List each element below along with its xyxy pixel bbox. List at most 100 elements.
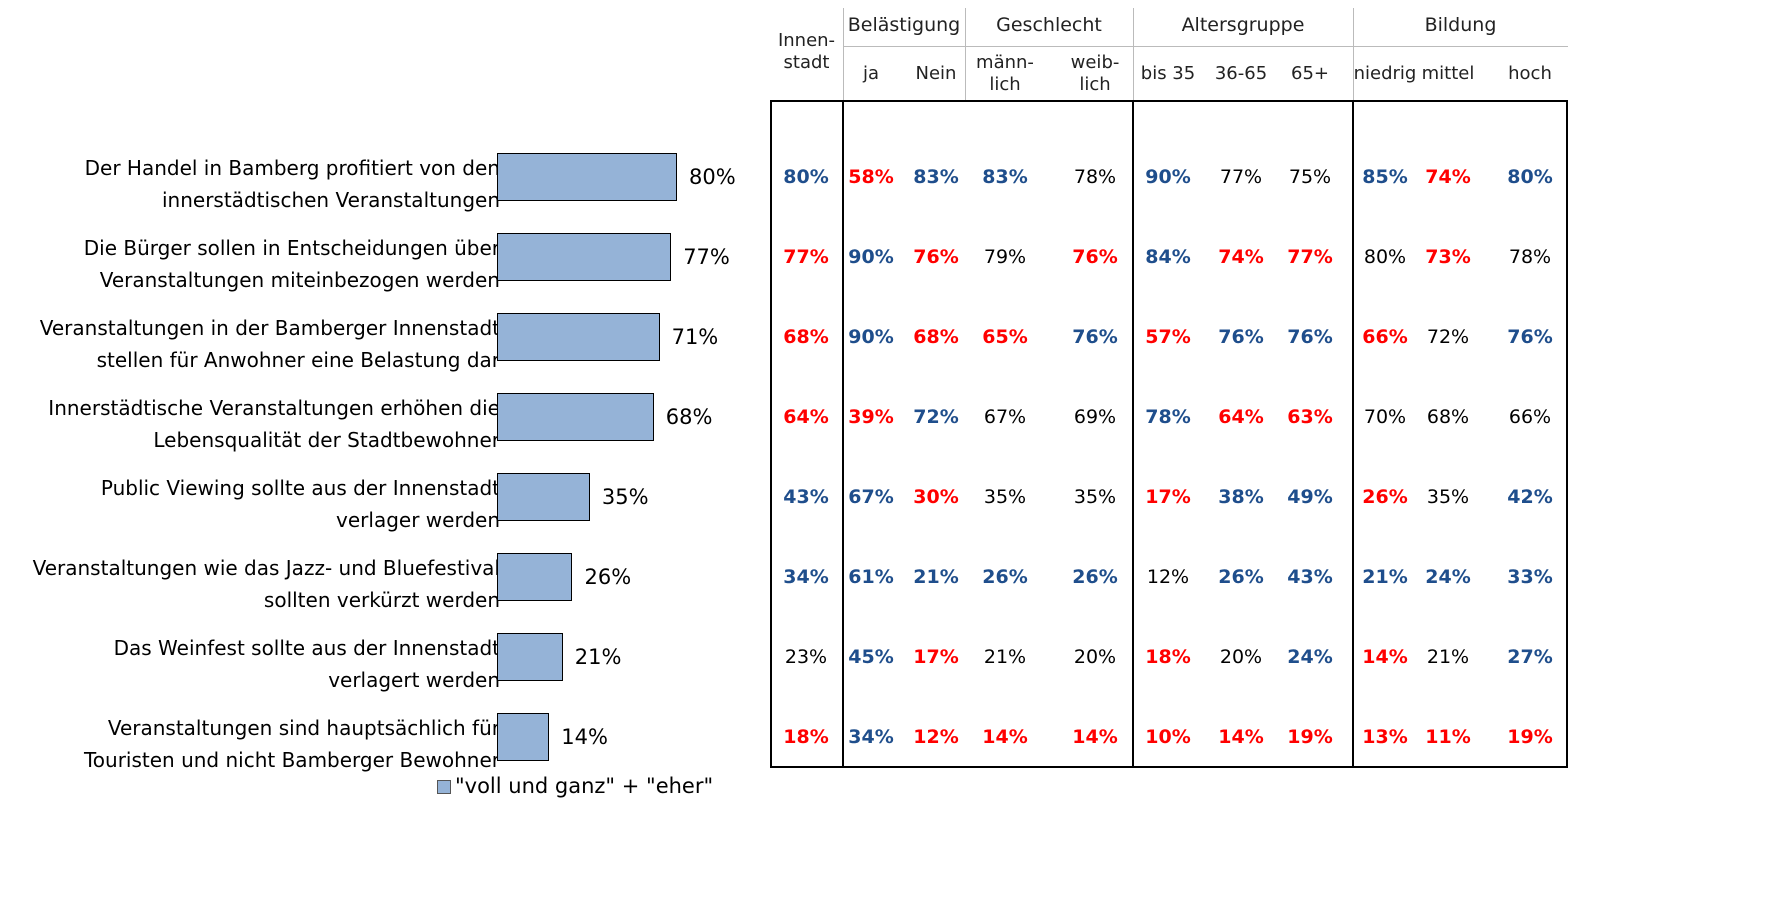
table-cell: 83% — [982, 166, 1028, 188]
table-cell: 66% — [1362, 326, 1408, 348]
table-cell: 67% — [848, 486, 894, 508]
table-cell: 69% — [1073, 406, 1117, 428]
table-cell: 90% — [1145, 166, 1191, 188]
table-cell: 68% — [1426, 406, 1470, 428]
table-cell: 90% — [848, 246, 894, 268]
table-cell: 61% — [848, 566, 894, 588]
table-cell: 83% — [913, 166, 959, 188]
table-cell: 19% — [1507, 726, 1553, 748]
bar — [497, 393, 654, 441]
table-cell: 74% — [1218, 246, 1264, 268]
table-cell: 24% — [1287, 646, 1333, 668]
body-divider — [1132, 100, 1134, 768]
table-body — [770, 100, 1568, 768]
table-cell: 33% — [1507, 566, 1553, 588]
header-divider — [1133, 8, 1134, 100]
table-cell: 20% — [1073, 646, 1117, 668]
group-header: Belästigung — [847, 14, 961, 36]
data-label: 77% — [683, 245, 730, 269]
table-cell: 78% — [1145, 406, 1191, 428]
table-cell: 70% — [1363, 406, 1407, 428]
data-label: 71% — [671, 325, 719, 349]
table-cell: 14% — [982, 726, 1028, 748]
column-header: 65+ — [1291, 63, 1329, 84]
table-cell: 35% — [1073, 486, 1117, 508]
table-cell: 27% — [1507, 646, 1553, 668]
group-header: Geschlecht — [996, 14, 1102, 36]
group-header: Altersgruppe — [1181, 14, 1305, 36]
table-cell: 43% — [783, 486, 829, 508]
table-cell: 14% — [1218, 726, 1264, 748]
table-cell: 64% — [1218, 406, 1264, 428]
bar — [497, 553, 573, 601]
header-line — [843, 46, 1568, 47]
table-cell: 80% — [1363, 246, 1407, 268]
table-cell: 57% — [1145, 326, 1191, 348]
table-cell: 80% — [1507, 166, 1553, 188]
table-cell: 76% — [1072, 326, 1118, 348]
table-cell: 20% — [1219, 646, 1263, 668]
table-cell: 75% — [1288, 166, 1332, 188]
data-label: 14% — [561, 725, 608, 749]
table-cell: 14% — [1362, 646, 1408, 668]
bar — [497, 233, 672, 281]
table-cell: 80% — [783, 166, 829, 188]
body-divider — [842, 100, 844, 768]
table-cell: 26% — [1218, 566, 1264, 588]
bar — [497, 633, 563, 681]
table-cell: 84% — [1145, 246, 1191, 268]
data-label: 21% — [574, 645, 622, 669]
table-cell: 76% — [1287, 326, 1333, 348]
category-label: Veranstaltungen sind hauptsächlich für T… — [83, 716, 500, 772]
column-header: Innen- stadt — [777, 30, 836, 73]
table-cell: 77% — [1287, 246, 1333, 268]
table-cell: 67% — [983, 406, 1027, 428]
category-label: Das Weinfest sollte aus der Innenstadt v… — [113, 636, 500, 692]
column-header: bis 35 — [1140, 63, 1196, 84]
table-cell: 26% — [982, 566, 1028, 588]
table-cell: 13% — [1362, 726, 1408, 748]
table-cell: 78% — [1508, 246, 1552, 268]
table-cell: 85% — [1362, 166, 1408, 188]
table-cell: 26% — [1362, 486, 1408, 508]
data-label: 35% — [601, 485, 649, 509]
table-cell: 43% — [1287, 566, 1333, 588]
table-cell: 10% — [1145, 726, 1191, 748]
header-divider — [1353, 8, 1354, 100]
column-header: mittel — [1421, 63, 1475, 84]
bar — [497, 473, 590, 521]
category-label: Veranstaltungen in der Bamberger Innenst… — [39, 316, 500, 372]
table-cell: 76% — [1218, 326, 1264, 348]
table-cell: 23% — [784, 646, 828, 668]
table-cell: 77% — [1219, 166, 1263, 188]
table-cell: 78% — [1073, 166, 1117, 188]
category-label: Veranstaltungen wie das Jazz- und Bluefe… — [32, 556, 500, 612]
table-cell: 77% — [783, 246, 829, 268]
table-cell: 30% — [913, 486, 959, 508]
table-cell: 19% — [1287, 726, 1333, 748]
table-cell: 68% — [913, 326, 959, 348]
data-label: 26% — [584, 565, 632, 589]
table-cell: 38% — [1218, 486, 1264, 508]
table-cell: 21% — [1362, 566, 1408, 588]
table-cell: 21% — [913, 566, 959, 588]
table-cell: 21% — [1426, 646, 1470, 668]
header-divider — [843, 8, 844, 100]
header-divider — [965, 8, 966, 100]
bar — [497, 153, 677, 201]
column-header: männ- lich — [976, 52, 1034, 95]
column-header: ja — [862, 63, 880, 84]
category-label: Die Bürger sollen in Entscheidungen über… — [83, 236, 500, 292]
table-cell: 18% — [1145, 646, 1191, 668]
category-label: Der Handel in Bamberg profitiert von den… — [84, 156, 500, 212]
column-header: 36-65 — [1214, 63, 1268, 84]
column-header: weib- lich — [1070, 52, 1120, 95]
table-cell: 35% — [1426, 486, 1470, 508]
table-cell: 18% — [783, 726, 829, 748]
table-cell: 72% — [913, 406, 959, 428]
table-cell: 79% — [983, 246, 1027, 268]
data-label: 80% — [689, 165, 736, 189]
table-cell: 65% — [982, 326, 1028, 348]
table-cell: 14% — [1072, 726, 1118, 748]
